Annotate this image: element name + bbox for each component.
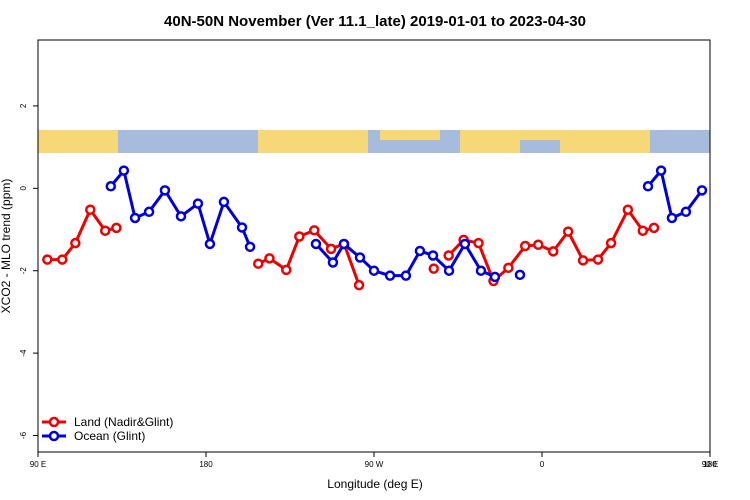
point <box>281 264 292 276</box>
legend-marker <box>48 416 60 428</box>
point <box>696 185 708 196</box>
x-tick-label: 90 E <box>30 460 46 469</box>
point <box>253 258 264 269</box>
point <box>642 181 654 192</box>
point <box>204 238 216 250</box>
point <box>338 238 350 250</box>
point <box>264 253 275 264</box>
point <box>519 240 531 252</box>
point <box>655 165 667 176</box>
chart-title: 40N-50N November (Ver 11.1_late) 2019-01… <box>164 13 586 30</box>
x-tick-label: 90 E <box>702 460 718 469</box>
legend-marker <box>48 430 60 442</box>
point <box>427 250 439 261</box>
point <box>400 270 412 281</box>
y-tick-label: 0 <box>19 186 28 191</box>
point <box>159 185 171 196</box>
point <box>443 250 454 261</box>
x-tick-label: 180 <box>199 460 213 469</box>
point <box>680 206 692 218</box>
point <box>648 222 660 234</box>
point <box>236 222 248 233</box>
point <box>368 265 380 276</box>
point <box>85 204 96 215</box>
point <box>637 225 649 237</box>
point <box>143 206 155 218</box>
point <box>622 204 634 215</box>
point <box>354 252 366 263</box>
x-tick-label: 90 W <box>365 460 384 469</box>
point <box>99 225 111 237</box>
point <box>605 237 617 249</box>
point <box>294 231 305 242</box>
y-tick-label: -4 <box>19 349 28 357</box>
point <box>309 225 320 236</box>
y-axis-label: XCO2 - MLO trend (ppm) <box>0 179 13 314</box>
x-tick-label: 0 <box>540 460 545 469</box>
point <box>414 245 426 257</box>
point <box>327 257 339 268</box>
point <box>666 212 678 224</box>
point <box>514 269 526 281</box>
point <box>475 265 487 276</box>
point <box>244 241 256 253</box>
x-axis-label: Longitude (deg E) <box>327 477 422 491</box>
point <box>57 254 68 265</box>
point <box>70 237 81 249</box>
y-tick-label: -2 <box>19 267 28 275</box>
point <box>175 211 187 222</box>
series-line <box>109 169 704 279</box>
y-tick-label: -6 <box>19 431 28 439</box>
legend-label: Land (Nadir&Glint) <box>74 415 173 429</box>
point <box>443 265 455 276</box>
point <box>353 279 365 291</box>
point <box>489 271 501 283</box>
point <box>111 222 122 234</box>
map-strip <box>38 130 710 153</box>
point <box>325 243 337 255</box>
point <box>118 165 130 176</box>
point <box>592 254 604 265</box>
point <box>129 212 141 224</box>
point <box>218 196 230 208</box>
point <box>428 263 439 274</box>
point <box>42 254 53 265</box>
x-tick-label: 180 <box>703 460 717 469</box>
point <box>473 237 484 249</box>
point <box>310 238 322 250</box>
y-tick-label: 2 <box>19 103 28 108</box>
point <box>547 246 559 257</box>
point <box>105 181 117 192</box>
point <box>192 198 204 209</box>
point <box>577 255 589 266</box>
point <box>503 262 514 274</box>
point <box>459 238 471 250</box>
point <box>533 239 544 251</box>
legend-label: Ocean (Glint) <box>74 429 145 443</box>
point <box>562 226 574 237</box>
point <box>384 270 396 281</box>
